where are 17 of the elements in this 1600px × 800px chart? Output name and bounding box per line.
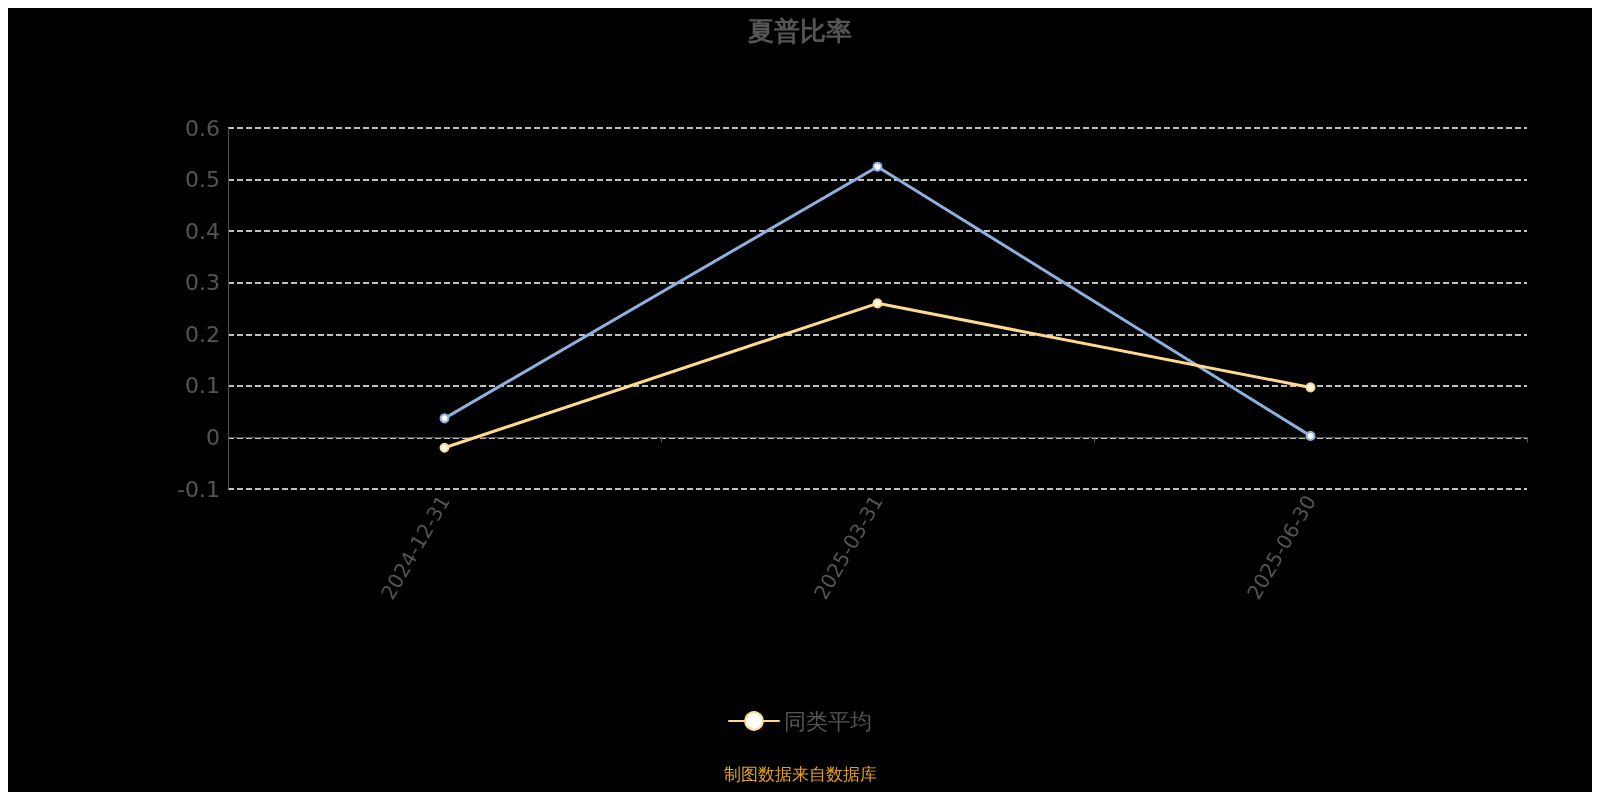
y-tick-label: 0.3 [185,270,220,296]
point [872,298,883,309]
y-tick-label: 0.5 [185,167,220,193]
legend-label: 同类平均 [784,708,872,734]
y-tick-label: 0.6 [185,115,220,141]
chart-title: 夏普比率 [747,16,852,46]
point [439,442,450,453]
y-tick-label: 0.4 [185,218,220,244]
y-tick-label: 0.2 [185,321,220,347]
point [1305,382,1316,393]
text: 制图数据来自数据库 [723,763,877,784]
y-tick-label: 0.1 [185,373,220,399]
y-tick-label: 0 [206,424,220,450]
point [872,161,883,172]
y-tick-label: -0.1 [177,476,220,502]
point [1305,430,1316,441]
point [439,413,450,424]
